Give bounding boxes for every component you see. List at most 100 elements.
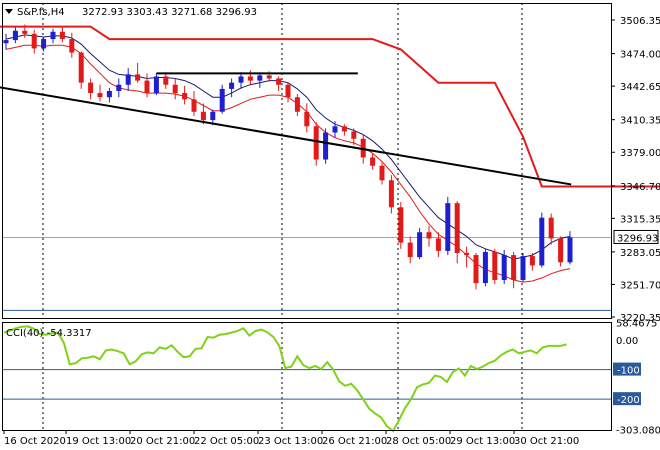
candle-body bbox=[172, 84, 178, 94]
main-frame bbox=[2, 3, 612, 319]
candle-body bbox=[294, 97, 300, 112]
candle-body bbox=[229, 82, 235, 89]
candle-body bbox=[238, 76, 244, 83]
candle-body bbox=[351, 131, 357, 139]
candle-body bbox=[473, 255, 479, 284]
time-tick-label: 23 Oct 13:00 bbox=[258, 436, 323, 447]
candle-body bbox=[163, 76, 169, 85]
candle-body bbox=[426, 232, 432, 239]
candle-body bbox=[22, 30, 28, 34]
collapse-triangle-icon[interactable] bbox=[5, 9, 13, 14]
candle-body bbox=[88, 82, 94, 94]
candle-body bbox=[332, 126, 338, 133]
time-tick-label: 22 Oct 05:00 bbox=[194, 436, 259, 447]
cci-tick-label: 0.00 bbox=[616, 336, 638, 347]
candle-body bbox=[492, 251, 498, 280]
price-axis: 3506.35 3474.00 3442.65 3410.35 3379.00 3346.… bbox=[611, 16, 660, 324]
candle-body bbox=[464, 252, 470, 256]
cci-line bbox=[3, 325, 567, 433]
candle-body bbox=[435, 238, 441, 251]
cci-tick-label: -200 bbox=[617, 395, 640, 406]
candle-body bbox=[520, 256, 526, 280]
candle-body bbox=[388, 180, 394, 208]
candle-body bbox=[50, 31, 56, 40]
candle-body bbox=[191, 99, 197, 112]
overlays bbox=[0, 25, 660, 188]
candle-body bbox=[116, 84, 122, 91]
candle-body bbox=[558, 238, 564, 263]
candle-body bbox=[12, 30, 18, 41]
frames bbox=[2, 3, 612, 431]
ohlc-readout: 3272.93 3303.43 3271.68 3296.93 bbox=[82, 7, 257, 18]
candle-body bbox=[266, 75, 272, 79]
price-tick-label: 3283.05 bbox=[620, 248, 660, 259]
cci-label: CCI(40) -54.3317 bbox=[6, 328, 92, 339]
candle-body bbox=[125, 74, 131, 85]
price-tick-label: 3474.00 bbox=[620, 50, 660, 61]
current-price-label: 3296.93 bbox=[617, 233, 658, 244]
candle-body bbox=[59, 31, 65, 40]
price-tick-label: 3506.35 bbox=[620, 16, 660, 27]
cci-tick-label: 58.4675 bbox=[616, 319, 657, 330]
candle-body bbox=[31, 33, 37, 49]
chart-header: S&P.fs,H4 3272.93 3303.43 3271.68 3296.9… bbox=[5, 7, 257, 18]
price-tick-label: 3251.70 bbox=[620, 280, 660, 291]
main-grid bbox=[2, 3, 611, 430]
candle-body bbox=[511, 255, 517, 280]
candles bbox=[3, 24, 573, 290]
time-tick-label: 26 Oct 21:00 bbox=[322, 436, 387, 447]
stop-level-line bbox=[0, 25, 660, 188]
candle-body bbox=[398, 207, 404, 243]
candle-body bbox=[304, 111, 310, 127]
candle-body bbox=[247, 76, 253, 81]
candle-body bbox=[257, 75, 263, 81]
time-tick-label: 29 Oct 13:00 bbox=[450, 436, 515, 447]
candle-body bbox=[41, 39, 47, 49]
price-tick-label: 3220.35 bbox=[620, 313, 660, 324]
candle-body bbox=[370, 157, 376, 166]
candle-body bbox=[567, 237, 573, 263]
candle-body bbox=[135, 74, 141, 81]
price-tick-label: 3410.35 bbox=[620, 116, 660, 127]
candle-body bbox=[454, 203, 460, 253]
time-tick-label: 16 Oct 2020 bbox=[4, 436, 66, 447]
time-tick-label: 20 Oct 21:00 bbox=[130, 436, 195, 447]
cci-level-badge bbox=[613, 362, 641, 376]
candle-body bbox=[200, 111, 206, 121]
cci-frame bbox=[2, 322, 612, 431]
candle-body bbox=[482, 251, 488, 284]
candle-body bbox=[219, 88, 225, 112]
candle-body bbox=[407, 242, 413, 258]
candle-body bbox=[501, 255, 507, 280]
symbol-label: S&P.fs,H4 bbox=[17, 7, 65, 18]
candle-body bbox=[3, 40, 9, 44]
candle-body bbox=[445, 203, 451, 251]
candle-body bbox=[539, 217, 545, 266]
price-tick-label: 3315.35 bbox=[620, 214, 660, 225]
cci-tick-label: -303.0805 bbox=[616, 426, 660, 437]
candle-body bbox=[153, 76, 159, 94]
cci-tick-label: -100 bbox=[617, 366, 640, 377]
price-tick-label: 3442.65 bbox=[620, 82, 660, 93]
candle-body bbox=[276, 78, 282, 85]
candle-body bbox=[106, 90, 112, 98]
candle-body bbox=[323, 132, 329, 160]
candle-body bbox=[210, 111, 216, 121]
candle-body bbox=[341, 126, 347, 132]
candle-body bbox=[379, 165, 385, 181]
main-lines bbox=[5, 34, 571, 283]
candle-body bbox=[313, 126, 319, 160]
candle-body bbox=[182, 93, 188, 100]
candle-body bbox=[285, 84, 291, 98]
candle-body bbox=[78, 52, 84, 83]
candle-body bbox=[417, 232, 423, 258]
candle-body bbox=[144, 80, 150, 94]
trend-line[interactable] bbox=[0, 86, 572, 186]
current-price-badge bbox=[613, 229, 659, 244]
candle-body bbox=[529, 256, 535, 266]
price-tick-label: 3346.70 bbox=[620, 182, 660, 193]
ma-fast-line bbox=[5, 34, 571, 260]
